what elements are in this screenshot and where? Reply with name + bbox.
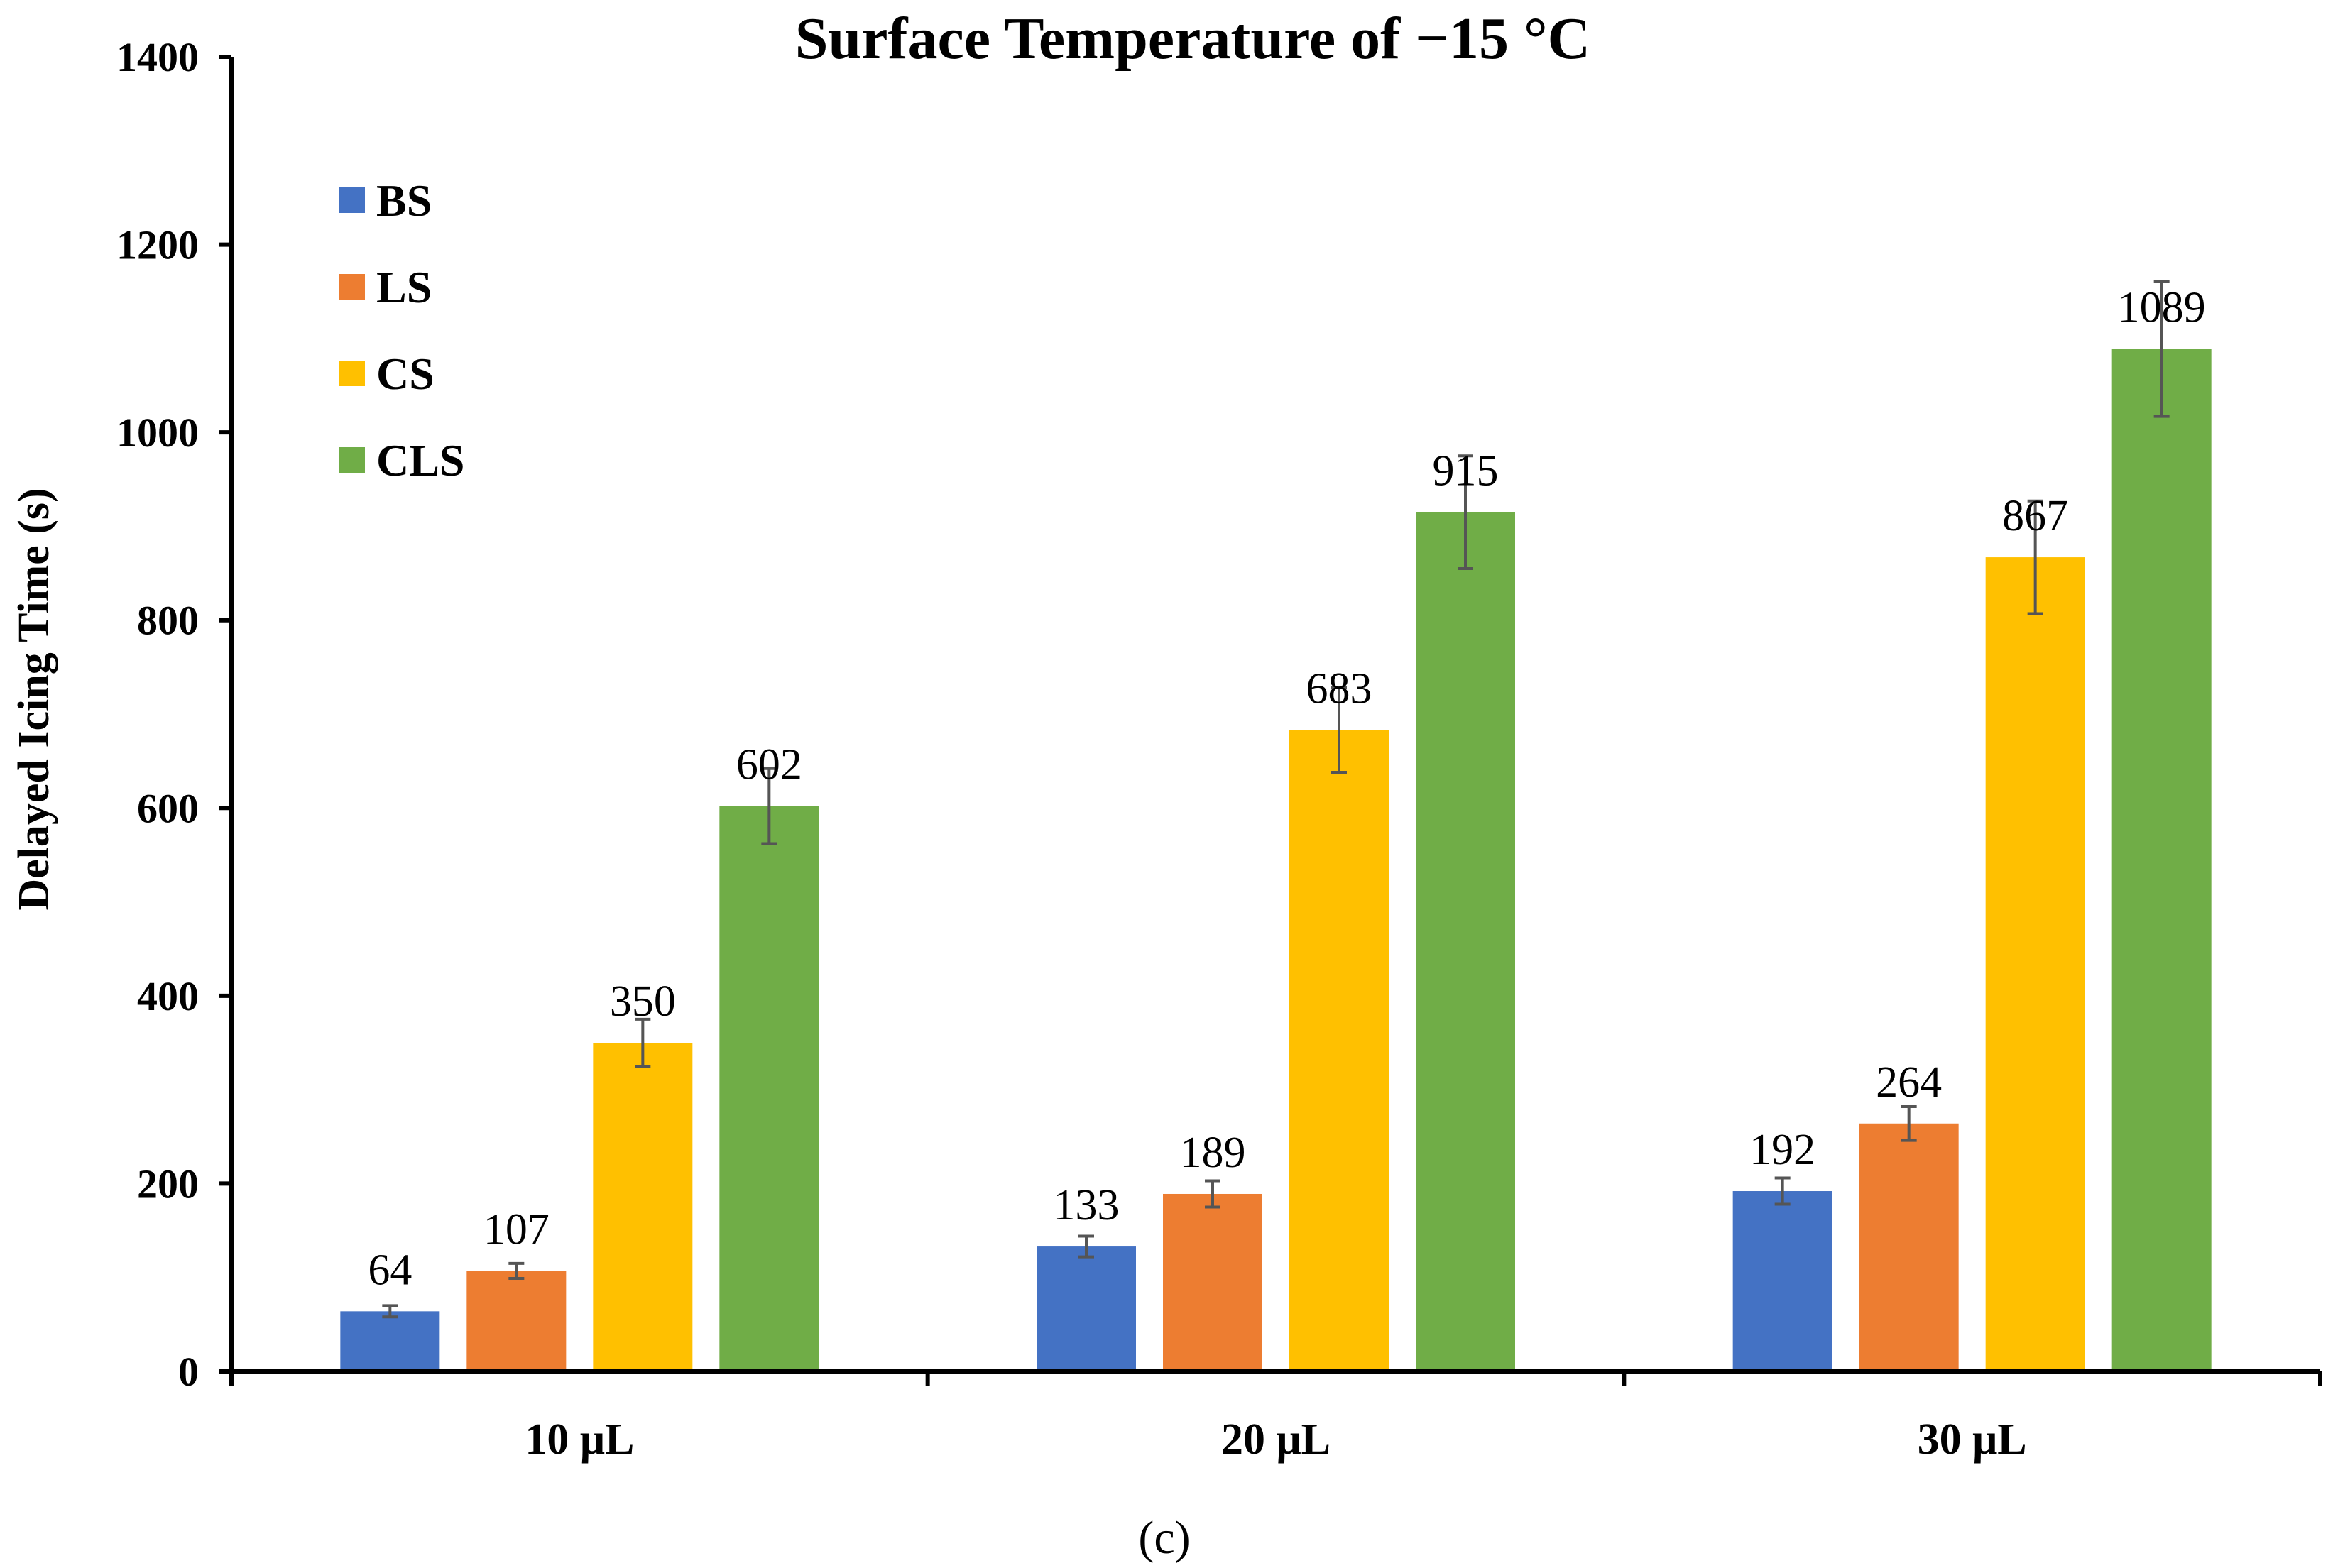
y-axis-label: Delayed Icing Time (s) [10, 488, 58, 910]
data-label: 133 [1054, 1181, 1120, 1229]
y-tick-label: 800 [137, 598, 199, 644]
bar-cls [1416, 512, 1515, 1371]
data-label: 1089 [2118, 283, 2206, 331]
bar-cs [1985, 557, 2085, 1371]
figure-caption: (c) [1138, 1512, 1190, 1564]
y-tick-label: 600 [137, 785, 199, 831]
y-tick-label: 1200 [116, 222, 199, 268]
legend-swatch-bs [339, 187, 365, 213]
data-labels: 64 107 350 602 133 189 683 915 192 264 867 1089 [368, 283, 2205, 1294]
bars [340, 349, 2212, 1371]
bar-bs [1037, 1246, 1136, 1371]
y-tick-label: 1400 [116, 34, 199, 80]
data-label: 264 [1876, 1058, 1942, 1107]
bar-cls [2111, 349, 2212, 1371]
legend-swatch-cs [339, 361, 365, 386]
bar-cs [593, 1043, 693, 1371]
data-label: 867 [2002, 492, 2068, 540]
error-bars [382, 280, 2170, 1319]
bar-cs [1289, 730, 1389, 1371]
y-tick-label: 1000 [116, 410, 199, 456]
data-label: 189 [1180, 1129, 1246, 1177]
bar-ls [1859, 1123, 1959, 1371]
data-label: 602 [736, 741, 802, 789]
legend-label: CLS [376, 435, 465, 486]
legend-swatch-cls [339, 447, 365, 473]
data-label: 107 [483, 1205, 550, 1254]
data-label: 915 [1433, 447, 1499, 495]
data-label: 683 [1306, 664, 1372, 713]
bar-ls [1163, 1193, 1262, 1371]
data-label: 350 [610, 977, 676, 1026]
y-tick-label: 200 [137, 1161, 199, 1207]
bar-ls [466, 1271, 567, 1371]
y-tick-label: 400 [137, 973, 199, 1019]
x-category-label: 30 μL [1918, 1415, 2027, 1464]
x-axis-ticks: 10 μL 20 μL 30 μL [229, 1371, 2322, 1464]
data-label: 192 [1749, 1126, 1815, 1174]
legend-label: CS [376, 349, 435, 399]
y-axis-ticks: 0 200 400 600 800 1000 1200 1400 [116, 34, 231, 1395]
data-label: 64 [368, 1246, 412, 1294]
bar-bs [340, 1311, 440, 1371]
bar-cls [719, 806, 819, 1371]
y-tick-label: 0 [178, 1349, 199, 1395]
legend: BS LS CS CLS [339, 175, 465, 486]
bar-bs [1732, 1191, 1832, 1371]
chart-title: Surface Temperature of −15 °C [795, 6, 1590, 72]
x-category-label: 10 μL [525, 1415, 634, 1464]
x-category-label: 20 μL [1221, 1415, 1331, 1464]
legend-swatch-ls [339, 274, 365, 300]
legend-label: LS [376, 262, 432, 312]
legend-label: BS [376, 175, 432, 226]
